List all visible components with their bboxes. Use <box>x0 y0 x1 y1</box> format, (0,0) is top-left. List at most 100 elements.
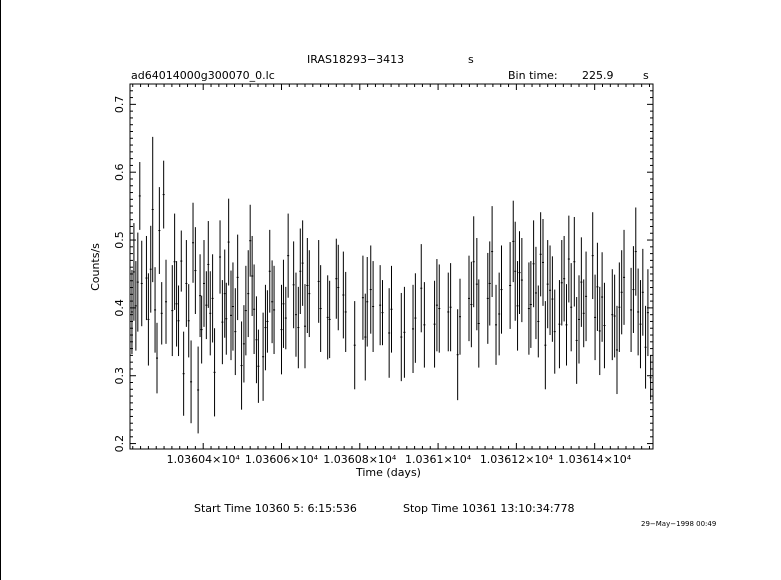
data-point <box>162 194 165 196</box>
data-point <box>553 331 556 333</box>
data-point <box>317 280 320 282</box>
data-point <box>185 282 188 284</box>
data-point <box>575 339 578 341</box>
data-point <box>563 278 566 280</box>
data-point <box>160 312 163 314</box>
data-point <box>240 365 243 367</box>
data-point <box>641 291 644 293</box>
data-point <box>192 242 195 244</box>
data-point <box>591 255 594 257</box>
data-point <box>180 260 183 262</box>
data-point <box>200 329 203 331</box>
data-point <box>136 281 139 283</box>
data-point <box>539 253 542 255</box>
data-point <box>403 331 406 333</box>
data-point <box>242 343 245 345</box>
data-point <box>342 294 345 296</box>
data-point <box>558 323 561 325</box>
data-point <box>213 371 216 373</box>
data-point <box>596 286 599 288</box>
data-point <box>486 297 489 299</box>
data-point <box>500 289 503 291</box>
date-stamp: 29−May−1998 00:49 <box>641 520 717 528</box>
data-point <box>611 314 614 316</box>
data-point <box>488 282 491 284</box>
data-point <box>308 293 311 295</box>
data-point <box>477 322 480 324</box>
data-point <box>199 295 202 297</box>
data-point <box>145 277 148 279</box>
data-point <box>372 306 375 308</box>
bin-time-unit: s <box>643 69 649 82</box>
data-point <box>165 301 168 303</box>
data-point <box>202 282 205 284</box>
data-point <box>364 336 367 338</box>
file-name: ad64014000g300070_0.lc <box>131 69 275 82</box>
data-point <box>257 365 260 367</box>
window-left-edge <box>0 0 1 580</box>
data-point <box>649 377 652 379</box>
data-point <box>549 289 552 291</box>
data-point <box>447 311 450 313</box>
data-point <box>361 297 364 299</box>
x-tick-label: 1.03606×10⁴ <box>245 453 319 466</box>
data-point <box>580 281 583 283</box>
data-point <box>138 195 141 197</box>
data-point <box>266 320 269 322</box>
data-point <box>221 321 224 323</box>
data-point <box>529 303 532 305</box>
stop-time: Stop Time 10361 13:10:34:778 <box>403 502 575 515</box>
data-point <box>247 293 250 295</box>
data-point <box>154 309 157 311</box>
data-point <box>319 308 322 310</box>
bin-time-label: Bin time: <box>508 69 558 82</box>
data-point <box>132 271 135 273</box>
data-point <box>264 327 267 329</box>
data-point <box>344 311 347 313</box>
data-point <box>173 261 176 263</box>
data-point <box>151 209 154 211</box>
data-point <box>253 308 256 310</box>
data-point <box>171 310 174 312</box>
data-point <box>140 282 143 284</box>
data-point <box>637 311 640 313</box>
data-point <box>613 315 616 317</box>
data-point <box>618 306 621 308</box>
data-point <box>287 255 290 257</box>
x-tick-label: 1.03614×10⁴ <box>558 453 632 466</box>
data-point <box>420 287 423 289</box>
data-point <box>390 308 393 310</box>
data-point <box>149 268 152 270</box>
data-point <box>634 251 637 253</box>
data-point <box>423 324 426 326</box>
data-point <box>225 318 228 320</box>
data-point <box>292 284 295 286</box>
data-point <box>603 325 606 327</box>
data-point <box>518 272 521 274</box>
data-point <box>435 304 438 306</box>
data-point <box>598 330 601 332</box>
data-point <box>175 303 178 305</box>
data-point <box>381 312 384 314</box>
data-point <box>223 293 226 295</box>
data-point <box>236 276 239 278</box>
data-point <box>207 263 210 265</box>
data-point <box>229 314 232 316</box>
data-point <box>527 308 530 310</box>
data-point <box>449 306 452 308</box>
data-point <box>433 323 436 325</box>
data-point <box>379 304 382 306</box>
data-point <box>630 309 633 311</box>
data-point <box>134 305 137 307</box>
data-point <box>205 304 208 306</box>
data-point <box>544 344 547 346</box>
data-point <box>182 373 185 375</box>
data-point <box>541 261 544 263</box>
data-point <box>646 312 649 314</box>
data-point <box>456 354 459 356</box>
data-point <box>412 328 415 330</box>
data-point <box>594 316 597 318</box>
data-point <box>282 303 285 305</box>
data-point <box>509 284 512 286</box>
data-point <box>644 346 647 348</box>
